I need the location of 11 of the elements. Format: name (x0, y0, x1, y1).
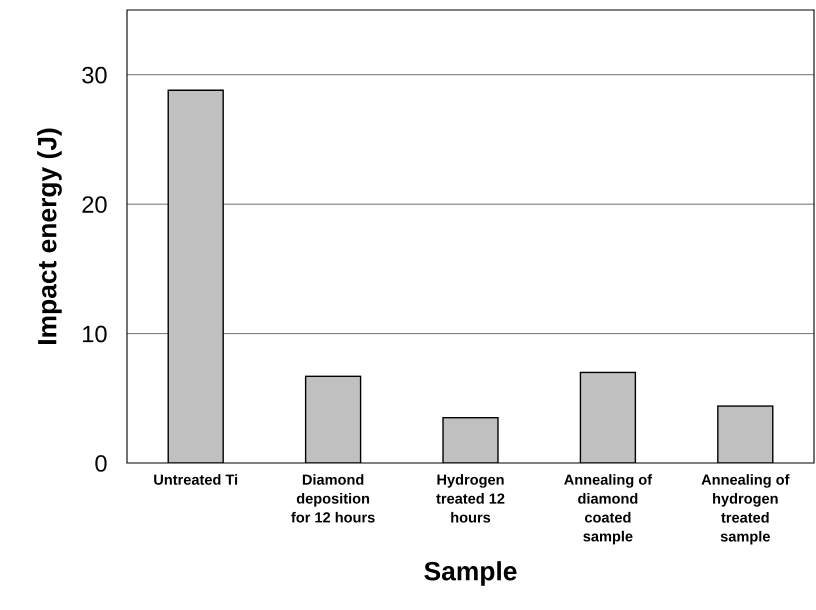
y-tick-label: 0 (95, 455, 107, 472)
y-axis-title: Impact energy (J) (37, 128, 62, 344)
y-tick-label: 20 (82, 196, 107, 213)
y-tick-label: 30 (82, 66, 107, 84)
x-tick-label: Diamond deposition for 12 hours (291, 474, 375, 523)
x-tick-label: Annealing of hydrogen treated sample (702, 474, 790, 544)
y-tick-label: 10 (83, 326, 107, 342)
x-axis-title: Sample (424, 561, 517, 586)
x-tick-label: Untreated Ti (154, 474, 238, 485)
x-tick-label: Annealing of diamond coated sample (564, 474, 652, 544)
x-tick-label: Hydrogen treated 12 hours (436, 474, 504, 523)
